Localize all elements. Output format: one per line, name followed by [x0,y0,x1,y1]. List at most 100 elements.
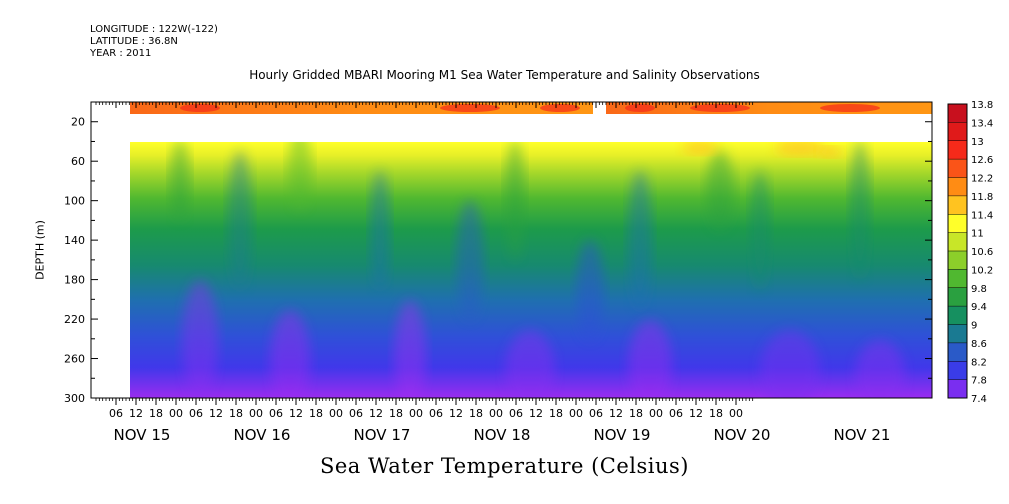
colorbar-swatch [948,104,967,123]
surface-warm-spots [180,104,880,112]
colorbar-label: 11.4 [971,210,993,221]
plot-frame [90,101,933,399]
temperature-blob [855,340,905,398]
colorbar-label: 9.8 [971,284,987,295]
surface-warm-spot [180,104,220,112]
warm-patch [775,142,825,155]
longitude-label: LONGITUDE : 122W(-122) [90,24,218,35]
x-tick-label: 00 [569,407,583,420]
temperature-blob [394,300,426,398]
colorbar-swatch [948,140,967,160]
colorbar: 13.8 13.4 13 12.6 12.2 11.8 11.4 11 10.6 10.2 9.8 9… [947,100,993,405]
colorbar-title: Sea Water Temperature (Celsius) [319,454,689,478]
temperature-blob [628,320,672,398]
temperature-blob [170,142,190,220]
x-tick-label: 06 [589,407,603,420]
colorbar-label: 11.8 [971,192,993,203]
colorbar-swatch [948,159,967,178]
x-day-label: NOV 21 [834,426,891,444]
x-tick-label: 06 [269,407,283,420]
x-tick-label: 12 [689,407,703,420]
x-tick-label: 00 [249,407,263,420]
y-tick-label: 220 [64,313,85,326]
warm-patch [682,142,718,154]
x-tick-label: 12 [449,407,463,420]
x-tick-label: 18 [149,407,163,420]
x-tick-label: 12 [369,407,383,420]
x-tick-label: 00 [489,407,503,420]
temperature-blob [850,142,870,280]
surface-warm-spot [625,104,655,112]
x-tick-label: 00 [409,407,423,420]
x-tick-label: 12 [289,407,303,420]
colorbar-swatch [948,287,967,307]
x-tick-label: 06 [429,407,443,420]
x-tick-label: 00 [329,407,343,420]
y-tick-label: 20 [71,116,85,129]
temperature-variations [170,142,905,398]
x-tick-label: 00 [649,407,663,420]
y-tick-label: 140 [64,234,85,247]
colorbar-label: 7.4 [971,394,987,405]
x-tick-label: 12 [129,407,143,420]
x-tick-label: 00 [729,407,743,420]
x-tick-label: 18 [229,407,243,420]
temperature-blob [182,280,218,398]
colorbar-swatch [948,379,967,398]
temperature-blob [576,240,604,340]
colorbar-label: 11 [971,229,984,240]
x-tick-label: 18 [389,407,403,420]
colorbar-label: 9 [971,321,977,332]
colorbar-swatch [948,324,967,343]
y-tick-label: 260 [64,353,85,366]
colorbar-swatch [948,306,967,325]
x-day-label: NOV 18 [474,426,531,444]
x-tick-label: 18 [629,407,643,420]
x-tick-label: 06 [509,407,523,420]
x-tick-label: 12 [209,407,223,420]
y-tick-label: 300 [64,392,85,405]
x-tick-label: 18 [309,407,323,420]
y-tick-label: 100 [64,195,85,208]
surface-warm-spot [820,104,880,112]
temperature-blob [456,200,484,320]
colorbar-swatch [948,214,967,233]
x-tick-label: 06 [189,407,203,420]
x-tick-label: 18 [469,407,483,420]
temperature-blob [505,330,555,398]
x-axis: 06 12 18 00 06 12 18 00 06 12 18 00 06 12 18 00 06 12 18 00… [95,102,891,444]
temperature-blob [760,330,820,398]
temperature-blob [228,150,252,290]
colorbar-label: 12.2 [971,174,993,185]
temperature-blob [288,142,312,210]
temperature-blob [505,142,525,260]
x-tick-label: 18 [709,407,723,420]
colorbar-label: 8.6 [971,339,987,350]
x-day-label: NOV 16 [234,426,291,444]
colorbar-label: 10.2 [971,265,993,276]
colorbar-label: 9.4 [971,302,987,313]
colorbar-label: 13.8 [971,100,993,111]
colorbar-label: 8.2 [971,357,987,368]
colorbar-swatch [948,342,967,362]
colorbar-label: 13.4 [971,118,993,129]
x-tick-label: 12 [529,407,543,420]
colorbar-label: 12.6 [971,155,993,166]
colorbar-swatch [948,177,967,196]
colorbar-swatch [948,251,967,270]
colorbar-label: 10.6 [971,247,993,258]
x-tick-label: 06 [669,407,683,420]
surface-warm-spot [690,104,750,112]
temperature-blob [370,170,390,290]
x-tick-label: 06 [109,407,123,420]
colorbar-swatch [948,122,967,141]
x-tick-label: 12 [609,407,623,420]
colorbar-swatch [948,361,967,380]
colorbar-label: 13 [971,137,984,148]
temperature-blob [750,170,770,290]
x-day-label: NOV 17 [354,426,411,444]
year-label: YEAR : 2011 [90,48,152,59]
colorbar-swatch [948,195,967,215]
warm-patch [818,147,842,157]
